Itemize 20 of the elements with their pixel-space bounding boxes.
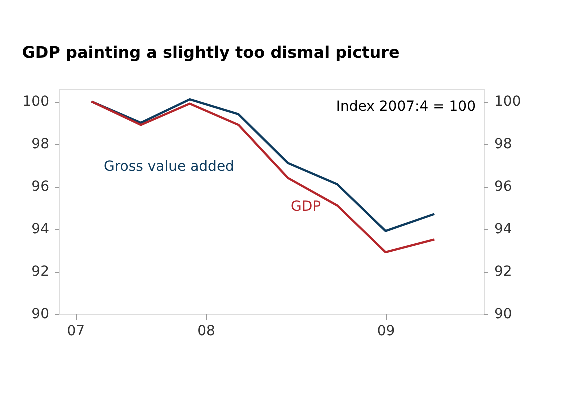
series-label: GDP (291, 199, 322, 215)
x-tick-label: 09 (377, 324, 396, 340)
y-tick-label: 90 (32, 306, 50, 322)
y2-tick-label: 96 (494, 179, 512, 196)
y-tick-label: 92 (32, 264, 50, 280)
chart-title: GDP painting a slightly too dismal picture (22, 43, 400, 62)
y-tick-label: 94 (32, 222, 50, 238)
y2-tick-label: 98 (494, 136, 512, 153)
y2-tick-label: 94 (494, 222, 512, 238)
annotation: Index 2007:4 = 100 (336, 99, 476, 115)
y2-tick-label: 90 (494, 306, 512, 322)
x-tick-label: 07 (67, 324, 86, 340)
x-tick-label: 08 (198, 324, 216, 340)
y2-tick-label: 92 (494, 264, 512, 280)
y-tick-label: 98 (32, 136, 50, 153)
y2-tick-label: 100 (494, 94, 522, 110)
y-tick-label: 100 (22, 94, 50, 110)
y-tick-label: 96 (32, 179, 50, 196)
line-series (90, 100, 436, 254)
text: Gross value added (104, 159, 234, 175)
